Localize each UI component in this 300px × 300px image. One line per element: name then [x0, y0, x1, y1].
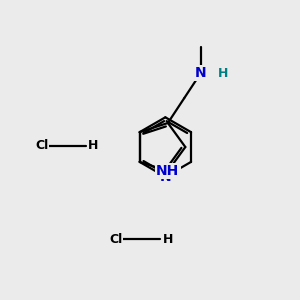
Text: H: H: [163, 233, 173, 246]
Text: H: H: [218, 67, 228, 80]
Text: Cl: Cl: [35, 139, 48, 152]
Text: H: H: [88, 139, 99, 152]
Text: Cl: Cl: [109, 233, 122, 246]
Text: N: N: [160, 170, 171, 184]
Text: NH: NH: [156, 164, 179, 178]
Text: N: N: [195, 66, 206, 80]
